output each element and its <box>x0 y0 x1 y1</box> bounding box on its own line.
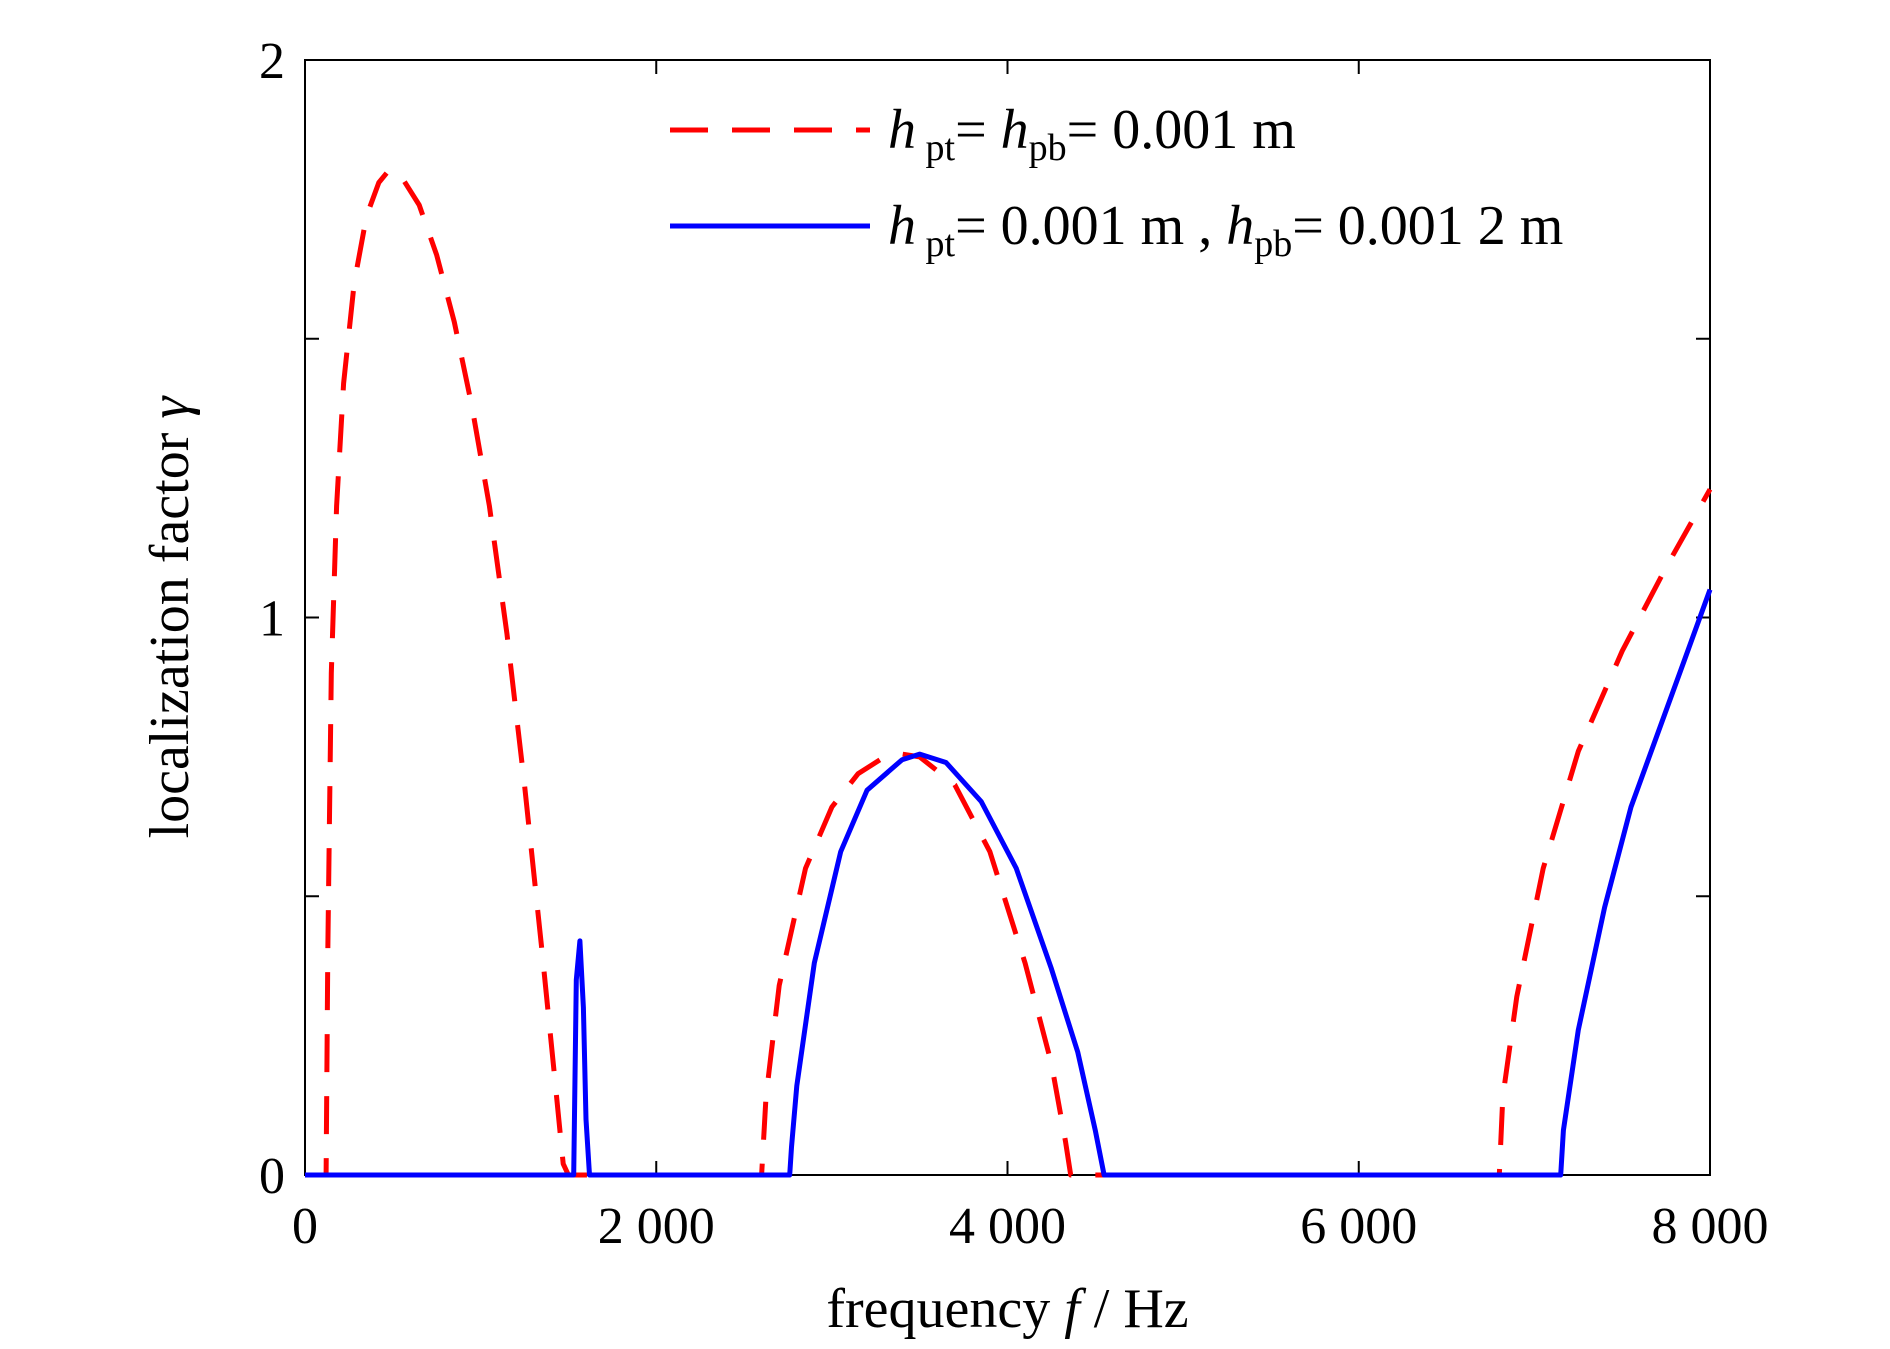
legend-label-0-part-1: pt <box>916 127 956 169</box>
legend-label-0-part-5: = 0.001 m <box>1067 99 1296 161</box>
legend: h pt= hpb= 0.001 mh pt= 0.001 m , hpb= 0… <box>670 99 1563 265</box>
axis-ticks <box>304 59 1711 1176</box>
y-axis-title: localization factor γ <box>139 395 201 839</box>
legend-label-0-part-2: = <box>955 99 1001 161</box>
y-tick-label-0: 0 <box>259 1148 285 1205</box>
legend-label-0: h pt= hpb= 0.001 m <box>888 99 1296 169</box>
x-tick-label-0: 0 <box>292 1198 318 1255</box>
x-axis-title-prefix: frequency <box>826 1278 1064 1340</box>
legend-label-1: h pt= 0.001 m , hpb= 0.001 2 m <box>888 195 1563 265</box>
legend-label-0-part-4: pb <box>1029 127 1067 169</box>
series-line-0 <box>305 167 1713 1178</box>
x-tick-label-1: 2 000 <box>598 1198 715 1255</box>
legend-label-0-part-3: h <box>1001 99 1029 161</box>
legend-label-1-part-4: pb <box>1254 223 1292 265</box>
legend-label-1-part-0: h <box>888 195 916 257</box>
legend-label-1-part-2: = 0.001 m , <box>955 195 1226 257</box>
legend-label-1-part-1: pt <box>916 223 956 265</box>
legend-label-0-part-0: h <box>888 99 916 161</box>
y-axis-title-var: γ <box>139 395 201 419</box>
x-tick-label-4: 8 000 <box>1652 1198 1769 1255</box>
x-axis-title-suffix: / Hz <box>1080 1278 1189 1340</box>
series-line-1 <box>305 588 1713 1178</box>
x-tick-labels: 0 2 000 4 000 6 000 8 000 <box>292 1198 1769 1255</box>
y-tick-label-2: 2 <box>259 33 285 90</box>
y-tick-labels: 0 1 2 <box>259 33 285 1205</box>
series-lines <box>305 167 1713 1178</box>
legend-label-1-part-5: = 0.001 2 m <box>1292 195 1563 257</box>
y-tick-label-1: 1 <box>259 591 285 648</box>
legend-label-1-part-3: h <box>1226 195 1254 257</box>
x-tick-label-3: 6 000 <box>1300 1198 1417 1255</box>
x-tick-label-2: 4 000 <box>949 1198 1066 1255</box>
x-axis-title: frequency f / Hz <box>826 1278 1188 1340</box>
y-axis-title-prefix: localization factor <box>139 419 201 839</box>
